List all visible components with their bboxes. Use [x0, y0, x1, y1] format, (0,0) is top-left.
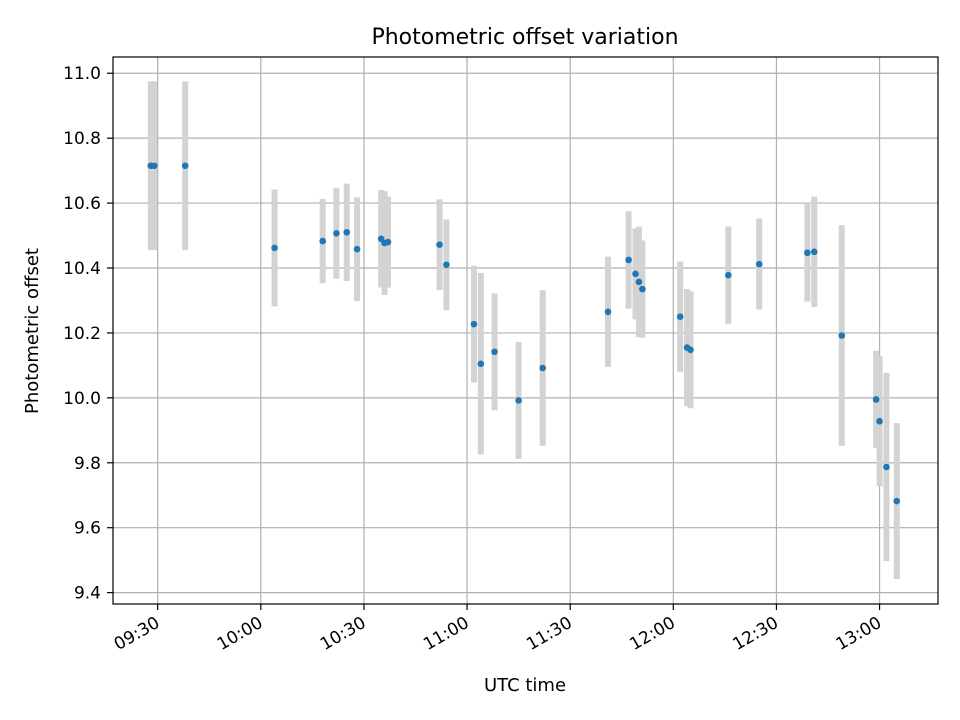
data-point	[470, 320, 478, 328]
y-axis-label: Photometric offset	[22, 248, 43, 414]
data-point	[384, 238, 392, 246]
chart-title: Photometric offset variation	[371, 25, 678, 50]
x-axis-label: UTC time	[484, 675, 566, 696]
data-point	[838, 332, 846, 339]
x-tick-label: 11:30	[523, 613, 575, 655]
data-point	[150, 162, 158, 170]
data-point	[515, 397, 522, 404]
data-point	[319, 237, 326, 245]
data-point	[625, 256, 632, 264]
data-point	[755, 260, 763, 268]
data-point	[883, 463, 890, 471]
x-tick-label: 12:30	[730, 613, 782, 655]
y-tick-label: 10.6	[63, 194, 101, 214]
x-tick-label: 10:00	[214, 613, 266, 655]
plot-frame	[112, 56, 939, 605]
y-tick-label: 10.2	[63, 324, 101, 344]
data-point	[639, 285, 646, 293]
data-point	[353, 245, 361, 253]
y-tick-label: 10.4	[63, 259, 101, 279]
data-point	[872, 396, 880, 403]
data-point	[687, 346, 694, 354]
data-point	[491, 348, 498, 356]
data-point	[635, 278, 643, 286]
y-tick-label: 9.8	[74, 454, 101, 474]
data-point	[725, 271, 732, 279]
y-tick-label: 9.4	[74, 584, 101, 604]
data-layer	[147, 81, 901, 580]
y-tick-label: 10.8	[63, 129, 101, 149]
data-point	[343, 228, 351, 236]
data-point	[181, 162, 189, 170]
data-point	[477, 360, 485, 368]
data-point	[632, 270, 639, 278]
x-tick-label: 11:00	[420, 613, 472, 655]
data-point	[810, 248, 818, 256]
data-point	[436, 241, 443, 248]
y-tick-label: 11.0	[63, 64, 101, 84]
x-tick-label: 13:00	[833, 613, 885, 655]
data-point	[539, 364, 546, 372]
y-tick-label: 9.6	[74, 519, 101, 539]
data-point	[271, 244, 278, 252]
data-point	[804, 249, 811, 257]
data-point	[443, 261, 450, 269]
x-tick-label: 09:30	[111, 613, 163, 655]
grid-layer	[113, 57, 938, 604]
x-tick-label: 12:00	[626, 613, 678, 655]
y-tick-label: 10.0	[63, 389, 101, 409]
data-point	[604, 308, 612, 316]
data-point	[333, 229, 340, 237]
x-tick-label: 10:30	[317, 613, 369, 655]
data-point	[676, 313, 684, 321]
data-point	[893, 497, 901, 505]
data-point	[876, 417, 883, 425]
